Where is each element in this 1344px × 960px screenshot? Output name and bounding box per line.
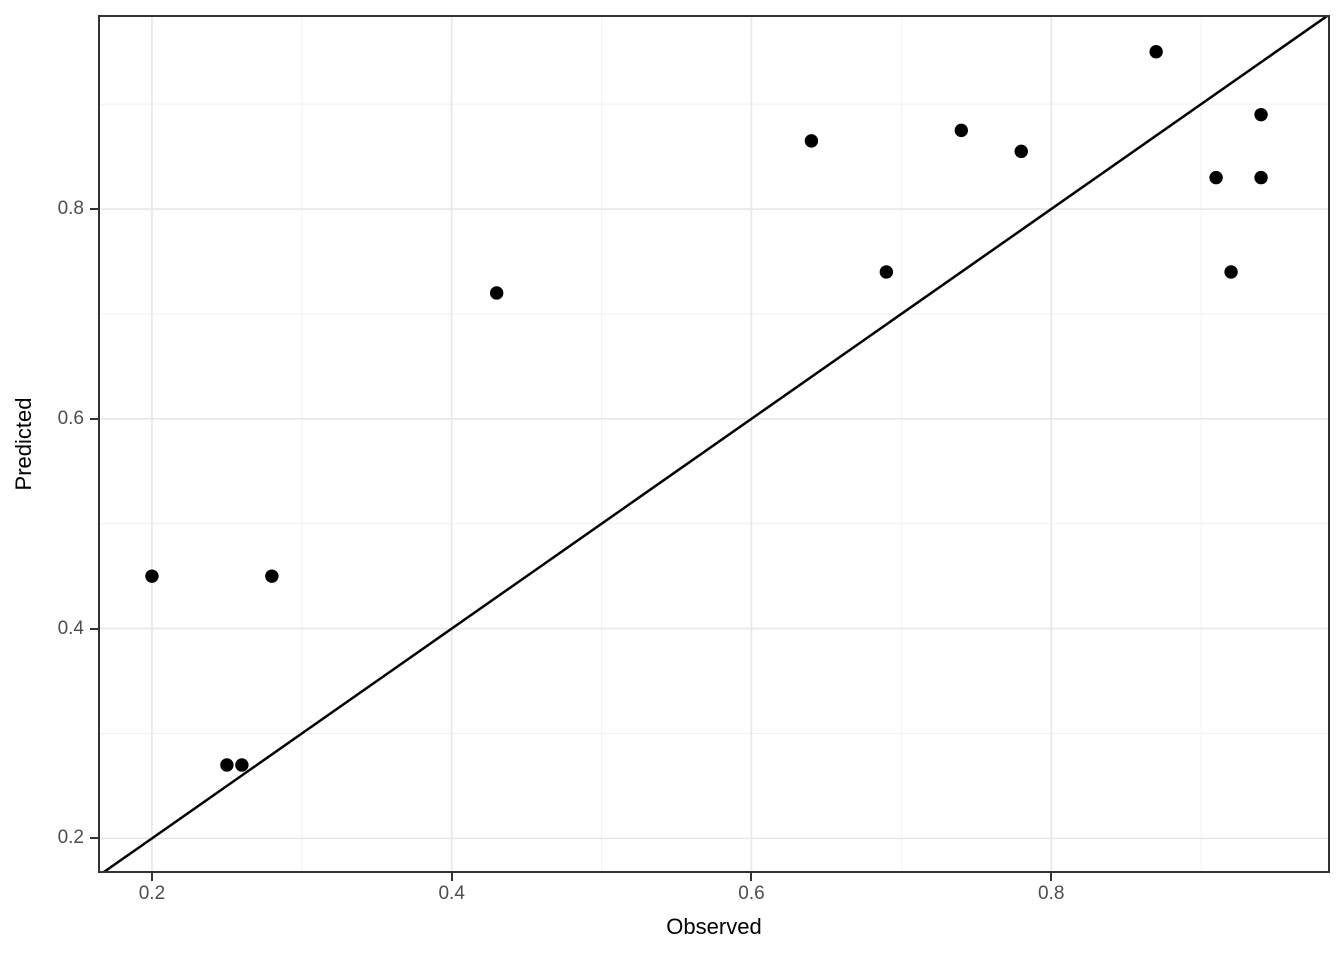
y-tick xyxy=(90,627,98,630)
x-axis-title: Observed xyxy=(666,914,762,939)
x-tick-label: 0.6 xyxy=(738,883,765,904)
data-point xyxy=(235,758,249,772)
x-tick-label: 0.4 xyxy=(438,883,465,904)
data-point xyxy=(1149,45,1163,59)
y-tick-label: 0.6 xyxy=(57,407,84,429)
data-point xyxy=(1209,170,1223,185)
data-point xyxy=(954,123,968,138)
plot-canvas xyxy=(98,15,1330,873)
identity-line xyxy=(100,15,1330,873)
data-point xyxy=(220,758,234,772)
x-tick xyxy=(150,873,153,881)
y-tick xyxy=(90,417,98,420)
y-tick xyxy=(90,208,98,211)
data-point xyxy=(1224,265,1238,279)
y-tick-label: 0.4 xyxy=(57,617,84,639)
x-tick xyxy=(750,873,753,881)
plot-panel xyxy=(98,15,1330,873)
y-tick xyxy=(90,837,98,840)
y-tick-label: 0.8 xyxy=(57,198,84,220)
data-point xyxy=(265,569,279,583)
data-point xyxy=(804,134,819,148)
data-point xyxy=(145,569,159,583)
data-point xyxy=(1254,107,1268,122)
x-tick xyxy=(1050,873,1053,881)
data-point xyxy=(489,286,504,300)
y-tick-label: 0.2 xyxy=(57,827,84,849)
x-tick xyxy=(450,873,453,881)
x-tick-label: 0.2 xyxy=(138,883,166,904)
panel-border xyxy=(98,15,1330,873)
x-tick-label: 0.8 xyxy=(1038,883,1065,904)
data-point xyxy=(1254,170,1268,185)
data-point xyxy=(879,265,894,279)
data-point xyxy=(1014,144,1028,159)
